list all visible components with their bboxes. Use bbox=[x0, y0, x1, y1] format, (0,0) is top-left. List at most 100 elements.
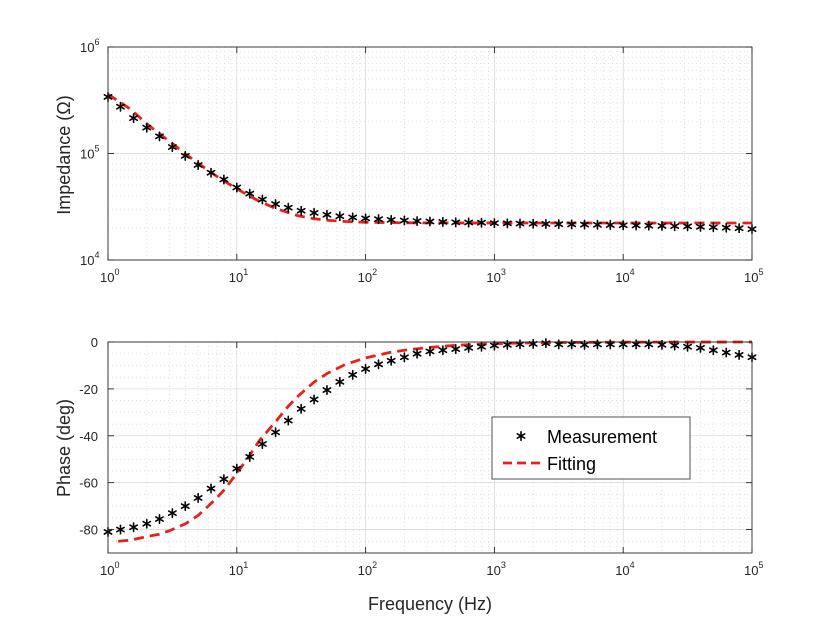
legend-fitting-label: Fitting bbox=[547, 454, 596, 474]
x-tick-label: 104 bbox=[615, 267, 634, 285]
measurement-point bbox=[219, 174, 229, 185]
measurement-point bbox=[309, 394, 319, 405]
measurement-point bbox=[322, 385, 332, 396]
measurement-point bbox=[502, 218, 512, 229]
measurement-point bbox=[116, 524, 125, 535]
measurement-point bbox=[734, 223, 744, 234]
measurement-point bbox=[451, 344, 461, 355]
measurement-point bbox=[374, 359, 383, 370]
measurement-point bbox=[708, 345, 718, 356]
measurement-point bbox=[283, 202, 293, 213]
measurement-point bbox=[425, 216, 435, 227]
measurement-point bbox=[464, 217, 474, 228]
phase-axes-box bbox=[107, 341, 753, 554]
measurement-point bbox=[631, 339, 641, 350]
x-tick-label: 104 bbox=[615, 560, 634, 578]
measurement-point bbox=[167, 508, 177, 519]
measurement-point bbox=[464, 342, 474, 353]
y-tick-label: 106 bbox=[80, 37, 99, 55]
measurement-point bbox=[155, 131, 164, 142]
measurement-point bbox=[271, 199, 281, 210]
measurement-point bbox=[593, 339, 602, 350]
measurement-point bbox=[721, 347, 731, 358]
measurement-point bbox=[348, 212, 358, 223]
impedance-y-tick-labels: 104 105 106 bbox=[80, 37, 99, 268]
measurement-point bbox=[528, 338, 538, 349]
measurement-point bbox=[142, 122, 152, 133]
measurement-point bbox=[296, 205, 306, 216]
measurement-point bbox=[567, 339, 577, 350]
measurement-point bbox=[683, 221, 692, 232]
impedance-panel: 100 101 102 103 104 105 104 105 106 Impedance (… bbox=[54, 37, 763, 285]
legend-measurement-label: Measurement bbox=[547, 427, 657, 447]
measurement-point bbox=[129, 522, 139, 533]
measurement-point bbox=[361, 213, 371, 224]
measurement-point bbox=[670, 340, 680, 351]
measurement-point bbox=[670, 221, 680, 232]
measurement-point bbox=[296, 403, 306, 414]
x-tick-label: 103 bbox=[486, 560, 505, 578]
legend-box bbox=[491, 416, 691, 480]
measurement-point bbox=[309, 207, 319, 218]
x-tick-label: 105 bbox=[744, 267, 763, 285]
measurement-point bbox=[631, 220, 641, 231]
legend-asterisk bbox=[516, 430, 526, 442]
measurement-point bbox=[734, 349, 744, 360]
measurement-point bbox=[451, 217, 461, 228]
phase-x-tick-labels: 100 101 102 103 104 105 bbox=[100, 560, 763, 578]
measurement-point bbox=[657, 220, 667, 231]
measurement-point bbox=[721, 222, 731, 233]
measurement-point bbox=[477, 217, 486, 228]
impedance-y-axis-label: Impedance (Ω) bbox=[54, 95, 74, 215]
measurement-point bbox=[644, 339, 654, 350]
x-axis-label: Frequency (Hz) bbox=[368, 594, 492, 614]
measurement-point bbox=[271, 427, 281, 438]
measurement-point bbox=[477, 341, 486, 352]
phase-y-tick-labels: 0 -20 -40 -60 -80 bbox=[79, 335, 98, 538]
x-tick-label: 105 bbox=[744, 560, 763, 578]
measurement-point bbox=[412, 216, 422, 227]
measurement-point bbox=[567, 219, 577, 230]
measurement-point bbox=[348, 369, 358, 380]
measurement-point bbox=[605, 339, 615, 350]
measurement-point bbox=[438, 345, 448, 356]
measurement-point bbox=[696, 342, 705, 353]
measurement-point bbox=[489, 218, 499, 229]
measurement-point bbox=[593, 219, 602, 230]
measurement-point bbox=[438, 216, 448, 227]
measurement-point bbox=[219, 474, 229, 485]
y-tick-label: 104 bbox=[80, 250, 99, 268]
measurement-point bbox=[541, 218, 551, 229]
phase-tick-marks bbox=[107, 341, 753, 553]
measurement-point bbox=[206, 483, 216, 494]
measurement-point bbox=[116, 101, 125, 112]
phase-panel: 100 101 102 103 104 105 0 -20 -40 -60 -80 Phase (… bbox=[54, 335, 763, 614]
impedance-measurement-series bbox=[103, 91, 757, 235]
measurement-point bbox=[193, 159, 203, 170]
measurement-point bbox=[245, 188, 255, 199]
measurement-point bbox=[528, 218, 538, 229]
measurement-point bbox=[361, 363, 371, 374]
measurement-point bbox=[232, 182, 242, 193]
y-tick-label: -40 bbox=[79, 429, 98, 444]
measurement-point bbox=[386, 214, 396, 225]
measurement-point bbox=[618, 220, 628, 231]
x-tick-label: 101 bbox=[229, 267, 248, 285]
measurement-point bbox=[708, 222, 718, 233]
measurement-point bbox=[386, 355, 396, 366]
measurement-point bbox=[425, 346, 435, 357]
y-tick-label: 105 bbox=[80, 144, 99, 162]
measurement-point bbox=[412, 348, 422, 359]
x-tick-label: 103 bbox=[486, 267, 505, 285]
measurement-point bbox=[155, 514, 164, 525]
y-tick-label: -60 bbox=[79, 476, 98, 491]
x-tick-label: 100 bbox=[100, 560, 119, 578]
measurement-point bbox=[374, 214, 383, 225]
measurement-point bbox=[245, 451, 255, 462]
measurement-point bbox=[515, 218, 525, 229]
phase-measurement-series bbox=[103, 338, 757, 537]
measurement-point bbox=[605, 220, 615, 231]
measurement-point bbox=[129, 113, 139, 124]
measurement-point bbox=[257, 438, 267, 449]
